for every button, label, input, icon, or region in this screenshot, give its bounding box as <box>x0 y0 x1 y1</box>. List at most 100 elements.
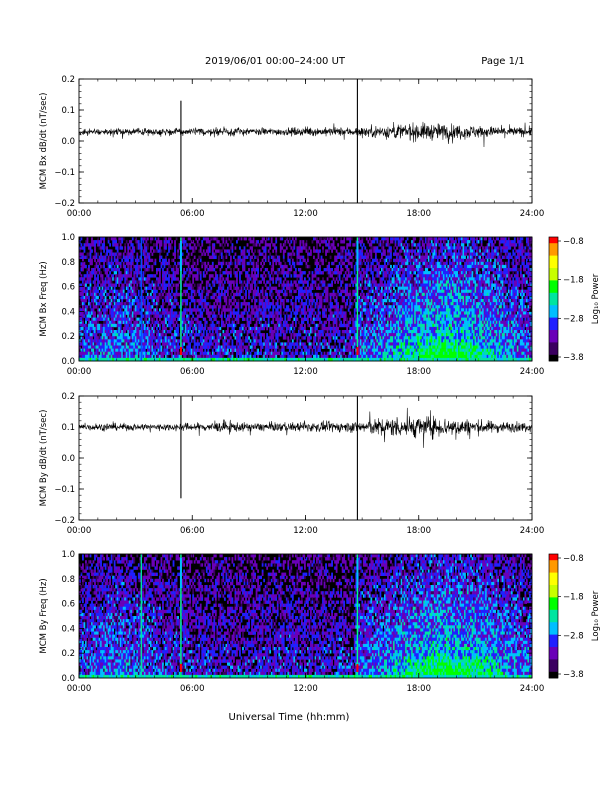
spectrogram-cell <box>107 237 110 241</box>
spectrogram-cell <box>230 258 232 263</box>
spectrogram-cell <box>128 317 131 321</box>
spectrogram-cell <box>236 286 238 290</box>
spectrogram-cell <box>208 311 211 315</box>
spectrogram-cell <box>109 342 112 346</box>
spectrogram-cell <box>183 271 185 275</box>
spectrogram-cell <box>106 314 108 318</box>
spectrogram-cell <box>133 302 136 306</box>
spectrogram-cell <box>92 320 95 325</box>
spectrogram-cell <box>281 268 284 272</box>
spectrogram-cell <box>146 261 149 266</box>
spectrogram-cell <box>171 351 173 356</box>
spectrogram-cell <box>106 258 108 263</box>
spectrogram-cell <box>225 289 228 294</box>
spectrogram-cell <box>107 240 110 244</box>
spectrogram-cell <box>148 252 151 256</box>
spectrogram-cell <box>323 268 326 272</box>
spectrogram-cell <box>205 342 208 346</box>
spectrogram-cell <box>340 339 343 343</box>
spectrogram-cell <box>149 317 152 321</box>
spectrogram-cell <box>340 314 343 318</box>
spectrogram-cell <box>186 289 189 294</box>
spectrogram-cell <box>316 299 318 303</box>
spectrogram-cell <box>237 286 240 290</box>
spectrogram-cell <box>195 264 198 269</box>
spectrogram-cell <box>261 295 264 300</box>
spectrogram-cell <box>344 314 347 318</box>
spectrogram-cell <box>243 237 246 241</box>
spectrogram-cell <box>198 302 201 306</box>
spectrogram-cell <box>251 261 253 266</box>
spectrogram-cell <box>152 336 155 340</box>
spectrogram-cell <box>239 357 241 362</box>
spectrogram-cell <box>125 351 128 356</box>
spectrogram-cell <box>246 283 249 287</box>
spectrogram-cell <box>92 345 95 349</box>
spectrogram-cell <box>285 336 288 340</box>
spectrogram-cell <box>187 351 190 356</box>
spectrogram-cell <box>190 283 193 287</box>
spectrogram-cell <box>308 292 311 297</box>
spectrogram-cell <box>284 240 287 244</box>
spectrogram-cell <box>92 308 95 312</box>
spectrogram-cell <box>246 345 249 349</box>
spectrogram-cell <box>228 323 231 328</box>
spectrogram-cell <box>116 258 119 263</box>
spectrogram-cell <box>80 354 83 359</box>
spectrogram-cell <box>328 320 330 325</box>
spectrogram-cell <box>86 252 89 256</box>
spectrogram-cell <box>317 311 320 315</box>
spectrogram-cell <box>103 249 105 253</box>
spectrogram-cell <box>350 342 353 346</box>
spectrogram-cell <box>338 261 341 266</box>
spectrogram-cell <box>299 323 302 328</box>
spectrogram-cell <box>152 261 155 266</box>
spectrogram-cell <box>195 351 198 356</box>
spectrogram-cell <box>266 299 269 303</box>
spectrogram-cell <box>109 330 112 334</box>
spectrogram-cell <box>252 311 255 315</box>
spectrogram-cell <box>168 289 170 294</box>
spectrogram-cell <box>100 354 102 359</box>
spectrogram-cell <box>125 280 128 284</box>
spectrogram-cell <box>80 274 83 278</box>
spectrogram-cell <box>148 286 151 290</box>
spectrogram-cell <box>122 283 125 287</box>
spectrogram-cell <box>82 283 84 287</box>
spectrogram-cell <box>242 252 244 256</box>
spectrogram-cell <box>242 264 244 269</box>
spectrogram-cell <box>216 249 219 253</box>
spectrogram-cell <box>154 323 157 328</box>
spectrogram-cell <box>124 314 127 318</box>
spectrogram-cell <box>317 305 320 309</box>
spectrogram-cell <box>237 320 240 325</box>
spectrogram-cell <box>198 323 201 328</box>
spectrogram-cell <box>122 339 125 343</box>
spectrogram-cell <box>311 342 314 346</box>
spectrogram-cell <box>254 249 256 253</box>
spectrogram-cell <box>331 302 333 306</box>
spectrogram-cell <box>152 302 155 306</box>
spectrogram-cell <box>353 292 356 297</box>
spectrogram-cell <box>95 345 98 349</box>
spectrogram-cell <box>291 237 294 241</box>
spectrogram-cell <box>233 311 235 315</box>
spectrogram-cell <box>91 261 93 266</box>
spectrogram-cell <box>146 333 149 337</box>
spectrogram-cell <box>343 314 346 318</box>
spectrogram-cell <box>94 339 96 343</box>
spectrogram-cell <box>226 280 229 284</box>
spectrogram-cell <box>275 345 278 349</box>
spectrogram-cell <box>130 283 133 287</box>
spectrogram-cell <box>305 311 308 315</box>
spectrogram-cell <box>217 323 220 328</box>
spectrogram-cell <box>302 320 305 325</box>
spectrogram-cell <box>98 258 101 263</box>
spectrogram-cell <box>299 280 302 284</box>
spectrogram-cell <box>338 271 341 275</box>
spectrogram-cell <box>130 271 133 275</box>
spectrogram-cell <box>175 302 178 306</box>
spectrogram-cell <box>282 252 285 256</box>
spectrogram-cell <box>329 305 332 309</box>
spectrogram-cell <box>319 317 321 321</box>
